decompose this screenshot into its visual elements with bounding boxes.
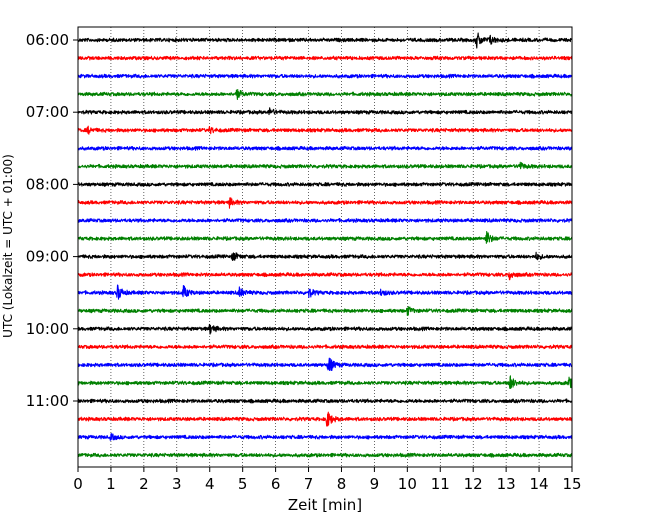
- x-tick-label: 8: [337, 475, 347, 493]
- x-tick-label: 10: [398, 475, 417, 493]
- x-tick-label: 5: [238, 475, 248, 493]
- seismogram-trace: [77, 411, 573, 427]
- y-tick-label: 06:00: [26, 31, 69, 49]
- seismogram-trace: [77, 55, 573, 61]
- seismogram-trace: [77, 344, 573, 350]
- seismogram-trace: [77, 145, 573, 151]
- seismogram-trace: [77, 161, 573, 170]
- x-tick-label: 12: [464, 475, 483, 493]
- x-tick-label: 2: [139, 475, 149, 493]
- x-tick-label: 15: [562, 475, 581, 493]
- seismogram-trace: [77, 323, 573, 335]
- seismogram-trace: [77, 357, 573, 372]
- seismogram-trace: [77, 284, 573, 300]
- x-axis-ticks: 0 1 2 3 4 5 6 7 8 9 10 11 12 13 14 15: [73, 467, 582, 493]
- x-tick-label: 6: [271, 475, 281, 493]
- x-tick-label: 7: [304, 475, 314, 493]
- seismogram-trace: [77, 107, 573, 116]
- seismogram-trace: [77, 217, 573, 224]
- x-tick-label: 0: [73, 475, 83, 493]
- x-tick-label: 9: [370, 475, 380, 493]
- y-tick-label: 08:00: [26, 175, 69, 193]
- x-tick-label: 11: [431, 475, 450, 493]
- x-tick-label: 14: [530, 475, 549, 493]
- y-tick-label: 07:00: [26, 103, 69, 121]
- seismogram-trace: [77, 433, 573, 441]
- seismogram-trace: [77, 452, 573, 458]
- seismogram-traces: [77, 32, 573, 458]
- seismogram-trace: [77, 88, 573, 100]
- x-tick-label: 13: [497, 475, 516, 493]
- seismogram-trace: [77, 32, 573, 49]
- seismogram-trace: [77, 230, 573, 244]
- seismogram-trace: [77, 398, 573, 404]
- x-tick-label: 1: [106, 475, 116, 493]
- grid-lines: [110, 27, 540, 467]
- y-tick-label: 11:00: [26, 392, 69, 410]
- y-tick-label: 10:00: [26, 320, 69, 338]
- plot-frame: [77, 26, 573, 468]
- y-axis-label: UTC (Lokalzeit = UTC + 01:00): [1, 154, 15, 338]
- seismogram-trace: [77, 306, 573, 317]
- seismogram-trace: [77, 181, 573, 187]
- y-tick-label: 09:00: [26, 248, 69, 266]
- x-tick-label: 3: [172, 475, 182, 493]
- seismogram-trace: [77, 375, 573, 389]
- y-axis-ticks: 06:00 07:00 08:00 09:00 10:00 11:00: [26, 31, 78, 410]
- seismogram-trace: [77, 197, 573, 209]
- seismogram-trace: [77, 251, 573, 261]
- x-axis-label: Zeit [min]: [288, 496, 362, 514]
- seismogram-trace: [77, 73, 573, 79]
- seismogram-trace: [77, 125, 573, 135]
- x-tick-label: 4: [205, 475, 215, 493]
- seismogram-trace: [77, 272, 573, 281]
